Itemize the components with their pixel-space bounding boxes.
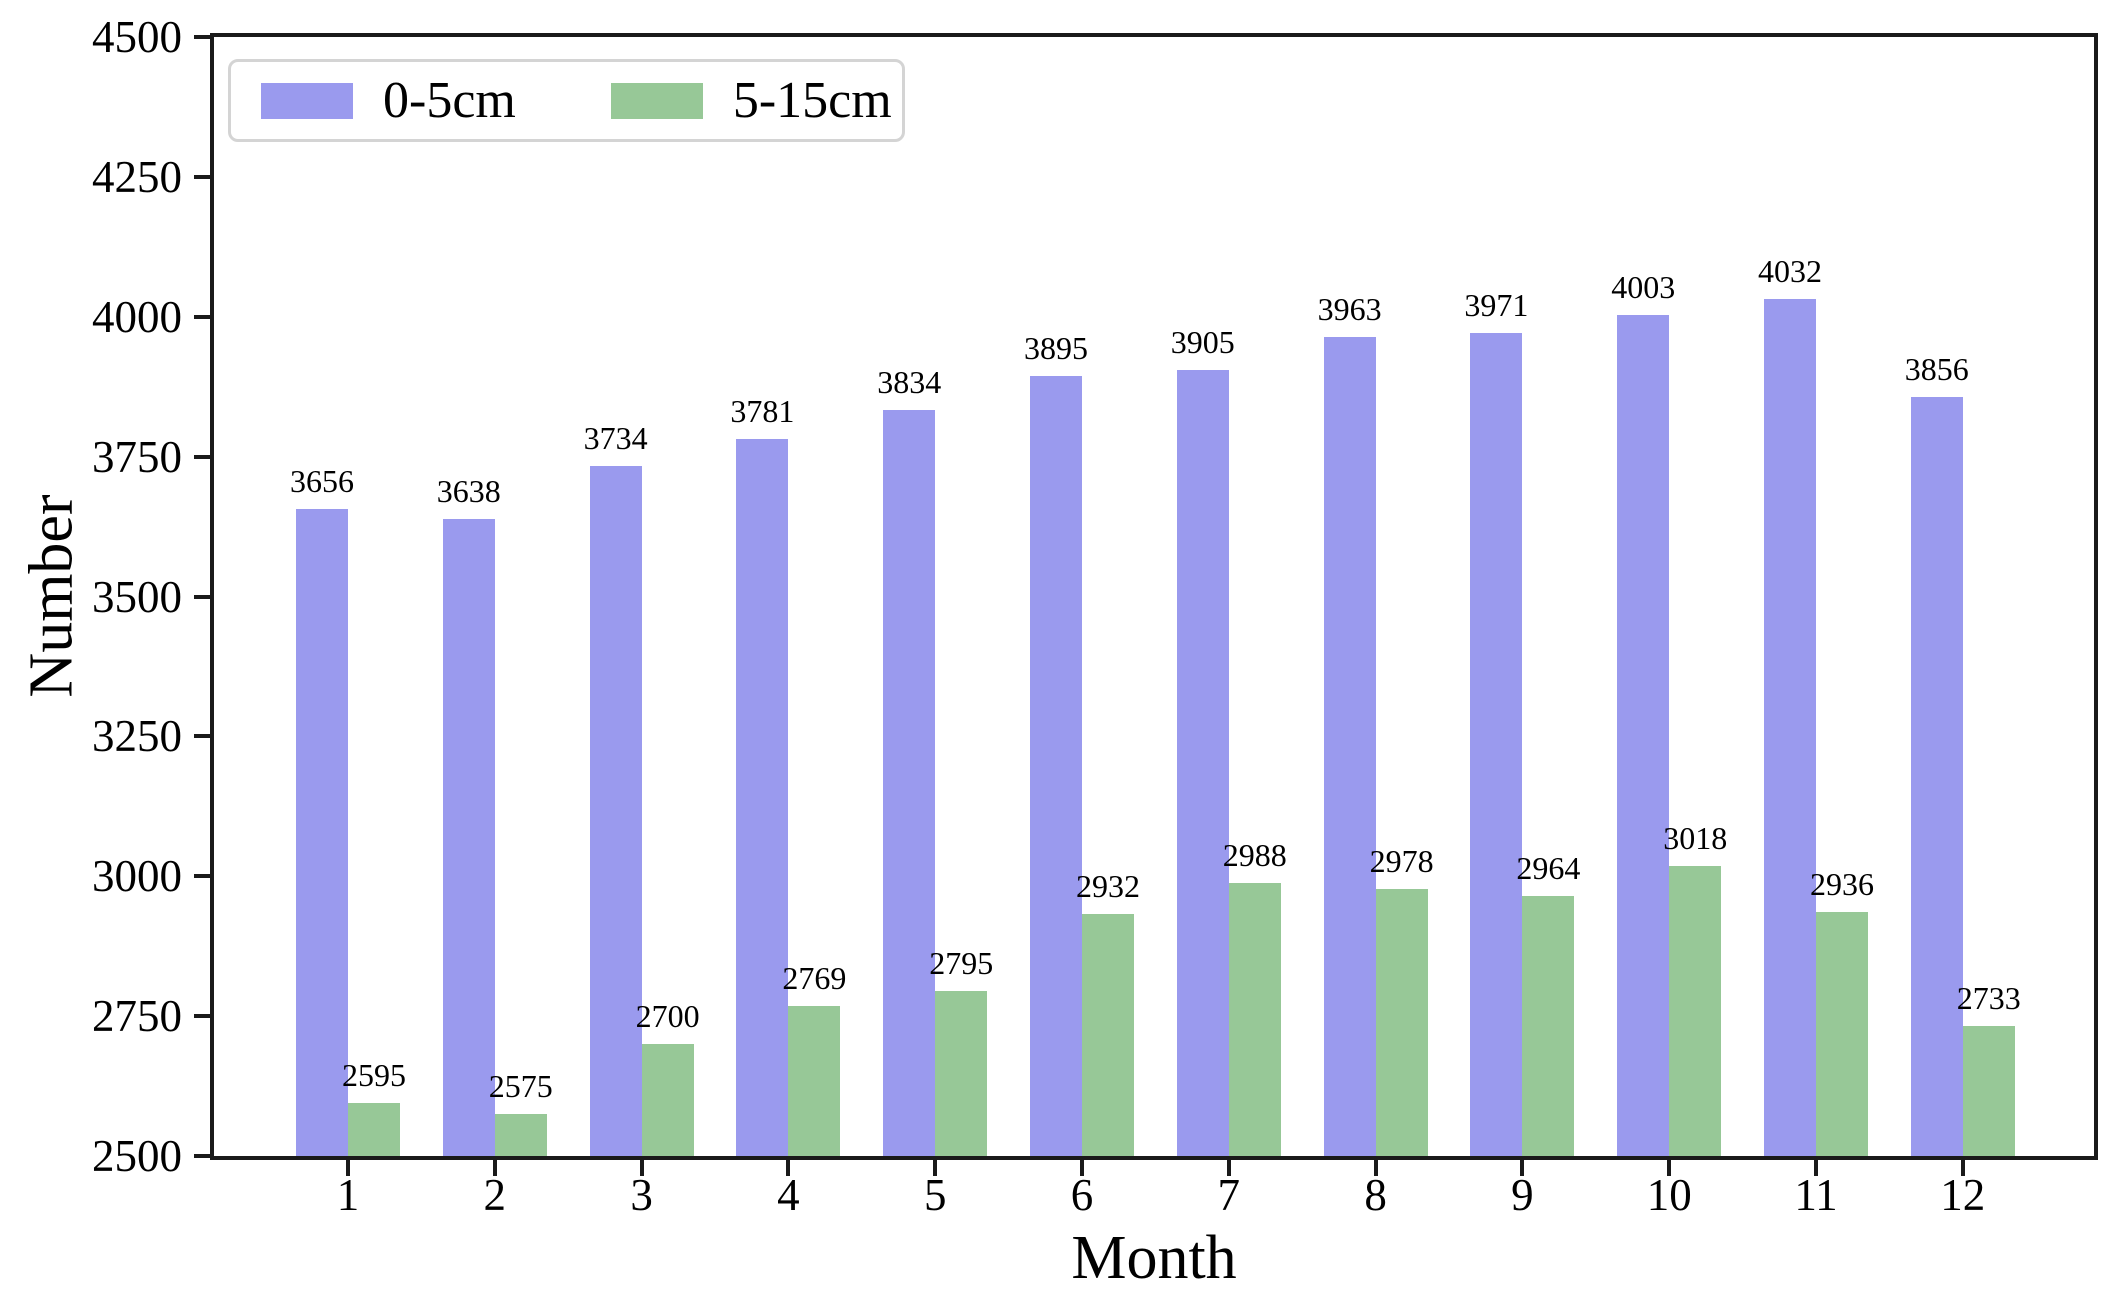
x-axis-tick [346, 1160, 350, 1176]
x-axis-tick [1373, 1160, 1378, 1176]
bar-5-15cm-month-4 [788, 1005, 841, 1156]
y-axis-tick [194, 174, 210, 179]
bar-value-label: 3963 [1317, 291, 1382, 328]
x-axis-tick [1520, 1160, 1525, 1176]
bar-value-label: 3781 [730, 393, 795, 430]
bar-value-label: 4003 [1611, 269, 1676, 306]
y-tick-label: 4500 [92, 12, 182, 62]
legend-swatch-0-5cm [261, 82, 353, 119]
x-tick-label: 4 [777, 1170, 800, 1220]
y-axis-tick [194, 1014, 210, 1019]
bar-0-5cm-month-8 [1323, 337, 1376, 1156]
bar-0-5cm-month-4 [736, 439, 789, 1156]
bar-value-label: 2575 [488, 1068, 553, 1105]
x-axis-tick [1226, 1160, 1231, 1176]
bar-value-label: 2769 [782, 959, 847, 996]
bar-value-label: 3856 [1904, 351, 1969, 388]
x-tick-label: 2 [483, 1170, 507, 1220]
bar-0-5cm-month-9 [1470, 332, 1523, 1156]
x-axis-tick [492, 1160, 497, 1176]
bar-value-label: 3895 [1024, 329, 1088, 366]
y-axis-tick [194, 734, 210, 739]
bar-5-15cm-month-11 [1816, 912, 1868, 1156]
x-axis-tick [1667, 1160, 1672, 1176]
y-tick-label: 4250 [92, 151, 182, 202]
bar-0-5cm-month-7 [1176, 369, 1229, 1156]
bar-0-5cm-month-6 [1030, 375, 1082, 1156]
x-axis-tick [933, 1160, 938, 1176]
bar-value-label: 2795 [929, 944, 994, 981]
bar-value-label: 3638 [436, 473, 501, 510]
y-axis-tick [194, 314, 210, 319]
x-tick-label: 6 [1070, 1170, 1094, 1220]
bar-5-15cm-month-2 [494, 1114, 547, 1156]
bar-value-label: 2978 [1369, 842, 1434, 879]
bar-5-15cm-month-9 [1522, 896, 1575, 1156]
bar-value-label: 2988 [1222, 836, 1287, 873]
plot-area: 0-5cm 5-15cm 2500 2750 3000 3250 3500 3750 400… [92, 12, 2098, 1220]
y-axis-tick [194, 454, 210, 459]
bar-0-5cm-month-2 [442, 519, 495, 1156]
bar-5-15cm-month-6 [1082, 914, 1134, 1156]
bar-value-label: 3834 [877, 363, 942, 400]
bar-value-label: 3905 [1170, 323, 1235, 360]
bar-0-5cm-month-3 [589, 465, 642, 1156]
bar-value-label: 2932 [1076, 868, 1140, 905]
x-tick-label: 5 [923, 1170, 947, 1220]
x-axis-tick [639, 1160, 644, 1176]
bar-5-15cm-month-8 [1375, 888, 1428, 1156]
y-tick-label: 4000 [92, 291, 182, 342]
bar-value-label: 2595 [342, 1056, 406, 1093]
y-tick-label: 3500 [92, 571, 182, 622]
bar-value-label: 2700 [635, 998, 700, 1035]
bar-5-15cm-month-3 [641, 1044, 694, 1156]
bar-value-label: 3971 [1464, 286, 1529, 323]
y-axis-tick [194, 874, 210, 879]
bar-0-5cm-month-11 [1764, 298, 1816, 1156]
bar-0-5cm-month-1 [296, 509, 348, 1156]
bar-value-label: 3734 [583, 419, 648, 456]
x-tick-label: 10 [1646, 1170, 1692, 1220]
y-axis-tick [194, 35, 210, 39]
legend-swatch-5-15cm [610, 82, 703, 119]
bar-0-5cm-month-5 [883, 409, 936, 1156]
y-axis-tick [194, 594, 210, 599]
x-axis-tick [1814, 1160, 1818, 1176]
bar-value-label: 2964 [1516, 850, 1581, 887]
x-axis-tick [1960, 1160, 1965, 1176]
y-tick-label: 3250 [92, 711, 182, 762]
bar-value-label: 2936 [1810, 866, 1874, 903]
bar-5-15cm-month-1 [348, 1102, 400, 1156]
y-tick-label: 2750 [92, 991, 182, 1042]
bar-5-15cm-month-5 [935, 990, 988, 1156]
x-tick-label: 7 [1217, 1170, 1241, 1220]
x-axis-tick [1080, 1160, 1084, 1176]
bar-value-label: 3018 [1663, 820, 1728, 857]
legend-label-0-5cm: 0-5cm [383, 71, 516, 129]
bar-5-15cm-month-10 [1669, 866, 1722, 1156]
y-tick-label: 3000 [92, 851, 182, 902]
legend-label-5-15cm: 5-15cm [732, 71, 892, 129]
x-tick-label: 12 [1940, 1170, 1986, 1220]
x-tick-label: 8 [1364, 1170, 1387, 1220]
bar-0-5cm-month-12 [1910, 397, 1963, 1156]
x-axis-title: Month [1071, 1224, 1237, 1292]
x-tick-label: 11 [1794, 1170, 1838, 1220]
legend: 0-5cm 5-15cm [228, 59, 905, 142]
y-tick-label: 3750 [92, 431, 182, 482]
x-tick-label: 3 [630, 1170, 653, 1220]
bar-value-label: 2733 [1956, 979, 2021, 1016]
bar-5-15cm-month-7 [1228, 882, 1281, 1156]
y-tick-label: 2500 [92, 1131, 182, 1181]
bar-value-label: 3656 [290, 463, 354, 500]
y-axis-tick [194, 1154, 210, 1158]
bar-0-5cm-month-10 [1617, 315, 1670, 1156]
x-tick-label: 1 [336, 1170, 360, 1220]
bar-5-15cm-month-12 [1962, 1025, 2015, 1156]
bar-value-label: 4032 [1758, 252, 1822, 289]
x-axis-tick [786, 1160, 791, 1176]
x-tick-label: 9 [1511, 1170, 1534, 1220]
